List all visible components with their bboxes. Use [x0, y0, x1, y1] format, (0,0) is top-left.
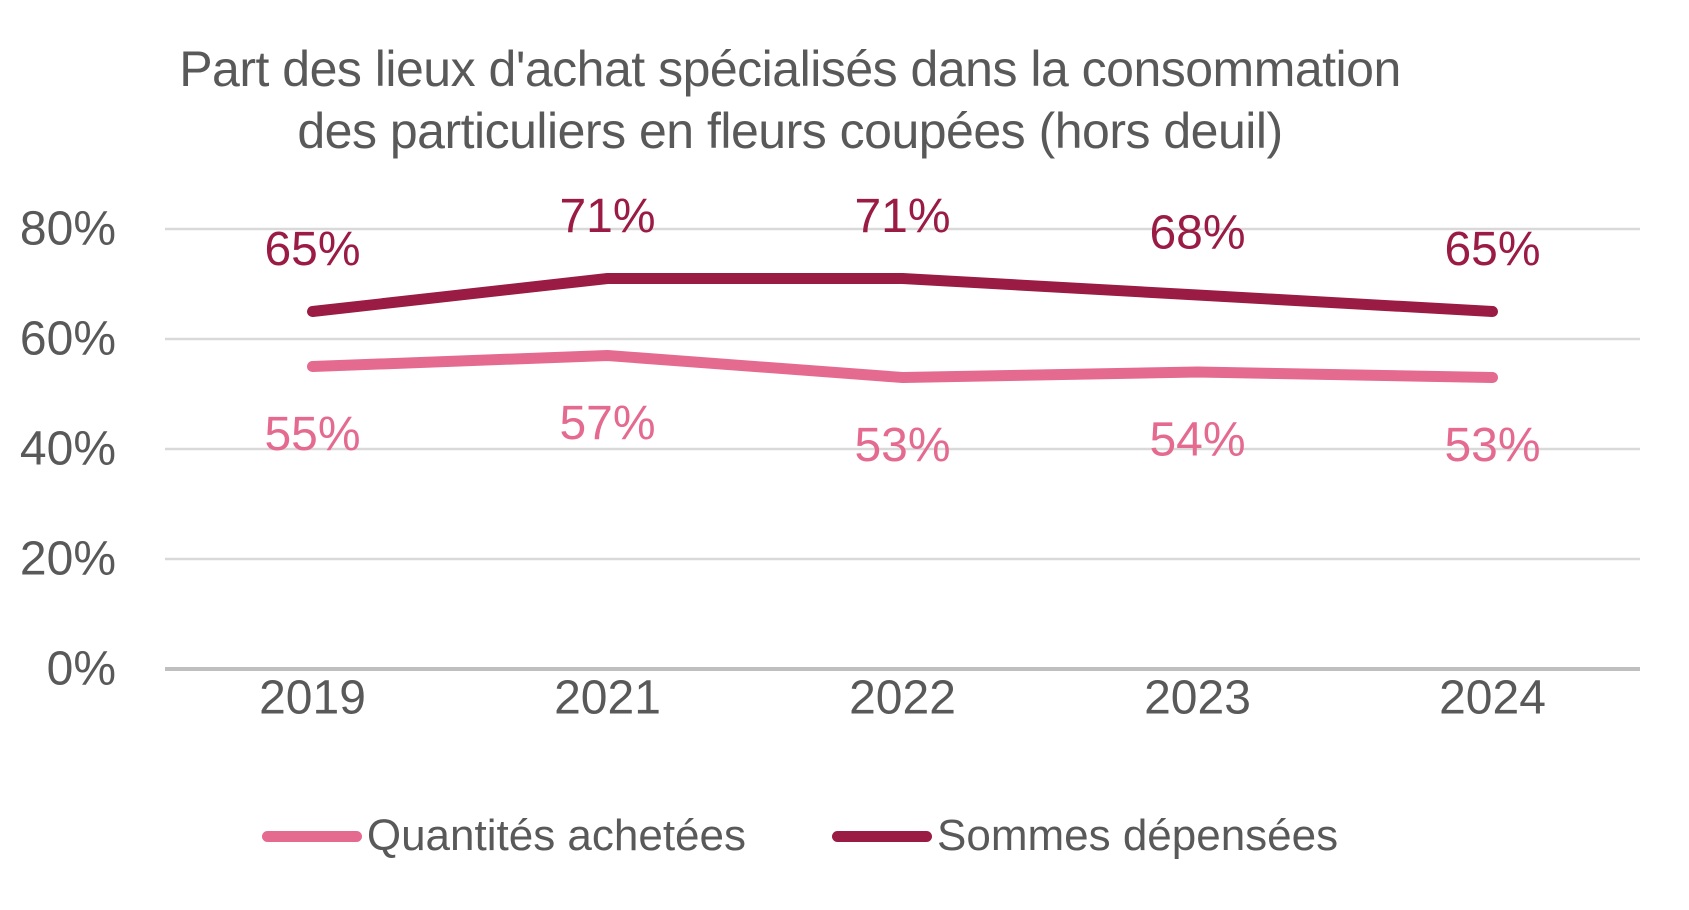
x-tick-2023: 2023 — [1144, 672, 1251, 725]
legend-item-sommes-depensees: Sommes dépensées — [832, 808, 1338, 864]
chart-title-line-1: Part des lieux d'achat spécialisés dans … — [179, 41, 1401, 97]
data-label-sommes-depensees-2023: 68% — [1149, 207, 1245, 260]
y-tick-60: 60% — [20, 313, 116, 366]
x-tick-2024: 2024 — [1439, 672, 1546, 725]
legend-swatch-icon — [832, 830, 932, 842]
series-line-sommes-depensees — [307, 273, 1498, 317]
data-label-quantites-achetees-2024: 53% — [1444, 419, 1540, 472]
legend-label: Sommes dépensées — [937, 811, 1339, 860]
data-label-sommes-depensees-2021: 71% — [559, 190, 655, 243]
legend-item-quantites-achetees: Quantités achetées — [261, 808, 746, 864]
x-tick-2019: 2019 — [259, 672, 366, 725]
data-labels: 55% 57% 53% 54% 53% 65% 71% 71% 68% 65% — [264, 190, 1540, 472]
data-label-quantites-achetees-2021: 57% — [559, 397, 655, 450]
series-lines — [307, 273, 1498, 383]
gridlines — [165, 227, 1640, 671]
chart-title: Part des lieux d'achat spécialisés dans … — [0, 38, 1580, 162]
legend: Quantités achetées Sommes dépensées — [0, 808, 1600, 864]
data-label-quantites-achetees-2023: 54% — [1149, 414, 1245, 467]
legend-swatch-icon — [261, 830, 362, 842]
x-tick-2021: 2021 — [554, 672, 661, 725]
y-tick-40: 40% — [20, 423, 116, 476]
data-label-quantites-achetees-2019: 55% — [264, 408, 360, 461]
x-axis-tick-labels: 2019 2021 2022 2023 2024 — [259, 672, 1546, 725]
data-label-sommes-depensees-2024: 65% — [1444, 223, 1540, 276]
y-tick-0: 0% — [47, 643, 116, 696]
legend-label: Quantités achetées — [366, 811, 746, 860]
y-axis-tick-labels: 0% 20% 40% 60% 80% — [20, 203, 116, 696]
chart-title-line-2: des particuliers en fleurs coupées (hors… — [297, 103, 1283, 159]
series-line-quantites-achetees — [307, 350, 1498, 383]
data-label-sommes-depensees-2019: 65% — [264, 223, 360, 276]
data-label-sommes-depensees-2022: 71% — [854, 190, 950, 243]
x-tick-2022: 2022 — [849, 672, 956, 725]
y-tick-80: 80% — [20, 203, 116, 256]
data-label-quantites-achetees-2022: 53% — [854, 419, 950, 472]
y-tick-20: 20% — [20, 533, 116, 586]
